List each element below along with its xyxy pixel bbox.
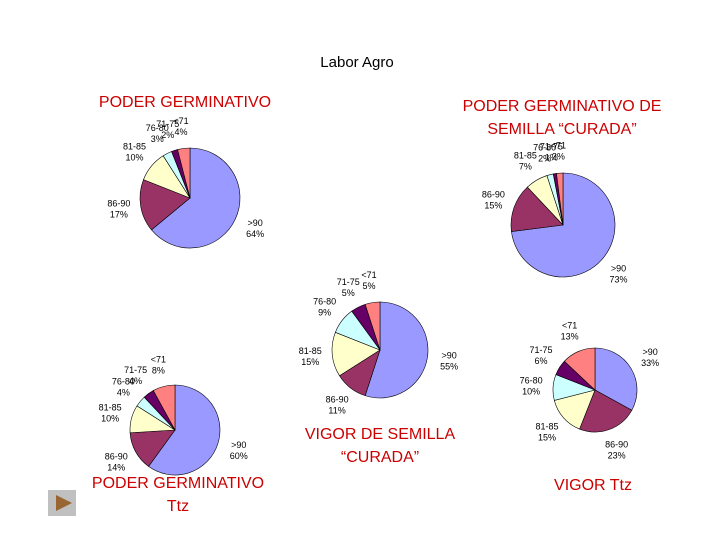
slice-category: 76-80 xyxy=(533,143,556,153)
slice-value-label: 4% xyxy=(174,127,187,137)
slice-value-label: 9% xyxy=(318,307,331,317)
slice-value-label: 8% xyxy=(152,365,165,375)
slice-category: 81-85 xyxy=(514,151,537,161)
pie-slice xyxy=(563,347,596,391)
chart-title: VIGOR DE SEMILLA xyxy=(305,426,456,443)
slice-value-label: 10% xyxy=(101,414,119,424)
slice-value-label: 4% xyxy=(117,388,130,398)
slice-value-label: 10% xyxy=(126,152,144,162)
slice-category: 71-75 xyxy=(529,345,552,355)
slice-category: 76-80 xyxy=(313,296,336,306)
pie-slice xyxy=(579,389,633,433)
slice-value-label: 1% xyxy=(545,152,558,162)
slice-value-label: 64% xyxy=(246,229,264,239)
slice-value-label: 55% xyxy=(440,361,458,371)
pie-slice xyxy=(152,384,176,431)
slice-value-label: 73% xyxy=(610,274,628,284)
slice-category: 81-85 xyxy=(99,403,122,413)
slice-value-label: 14% xyxy=(107,463,125,473)
pie-slice xyxy=(148,384,221,476)
slice-value-label: 10% xyxy=(522,386,540,396)
slice-category: >90 xyxy=(441,350,456,360)
pie-slice xyxy=(364,301,381,351)
slice-category: >90 xyxy=(611,263,626,273)
chart-title: Ttz xyxy=(167,498,189,515)
slice-value-label: 17% xyxy=(110,210,128,220)
slice-value-label: 2% xyxy=(161,130,174,140)
slice-category: >90 xyxy=(248,218,263,228)
pie-slice xyxy=(151,147,241,249)
slice-category: 81-85 xyxy=(535,422,558,432)
pie-slice xyxy=(177,147,191,199)
slice-value-label: 13% xyxy=(561,332,579,342)
slice-category: 71-75 xyxy=(156,119,179,129)
slice-value-label: 33% xyxy=(641,358,659,368)
slice-category: 86-90 xyxy=(326,395,349,405)
slice-category: 81-85 xyxy=(123,141,146,151)
slice-value-label: 11% xyxy=(328,406,345,416)
slice-category: 76-80 xyxy=(146,123,169,133)
chart-title: SEMILLA “CURADA” xyxy=(487,121,636,138)
chart-title: “CURADA” xyxy=(341,449,419,466)
slice-category: 81-85 xyxy=(299,346,322,356)
slice-category: 76-80 xyxy=(520,375,543,385)
slice-category: >90 xyxy=(231,440,246,450)
slide-title: Labor Agro xyxy=(320,54,393,71)
pie-slice xyxy=(594,347,638,411)
slice-category: <71 xyxy=(551,141,566,151)
slice-value-label: 23% xyxy=(608,451,626,461)
slice-category: <71 xyxy=(151,354,166,364)
slice-category: <71 xyxy=(361,270,376,280)
slice-value-label: 5% xyxy=(363,281,376,291)
slice-value-label: 15% xyxy=(484,200,502,210)
slice-category: <71 xyxy=(173,116,188,126)
slice-value-label: 4% xyxy=(129,376,142,386)
slice-value-label: 2% xyxy=(552,152,565,162)
slice-category: >90 xyxy=(642,347,657,357)
slice-category: 76-80 xyxy=(112,377,135,387)
slice-value-label: 15% xyxy=(538,433,556,443)
slice-category: 86-90 xyxy=(107,199,130,209)
slice-value-label: 60% xyxy=(230,451,248,461)
chart-title: PODER GERMINATIVO DE xyxy=(463,98,662,115)
slice-category: 71-75 xyxy=(124,365,147,375)
chart-title: VIGOR Ttz xyxy=(554,477,632,494)
chart-title: PODER GERMINATIVO xyxy=(92,475,264,492)
pie-slice xyxy=(139,179,191,231)
slice-category: 71-75 xyxy=(337,277,360,287)
slice-value-label: 15% xyxy=(301,357,319,367)
slice-category: 86-90 xyxy=(482,189,505,199)
slice-value-label: 6% xyxy=(534,356,547,366)
slice-value-label: 2% xyxy=(538,154,551,164)
pie-slice xyxy=(510,186,564,232)
pie-slice xyxy=(556,172,564,226)
slice-value-label: 5% xyxy=(342,288,355,298)
slice-value-label: 3% xyxy=(151,134,164,144)
slice-category: <71 xyxy=(562,321,577,331)
nav-arrow[interactable] xyxy=(56,495,72,511)
slice-category: 86-90 xyxy=(105,452,128,462)
pie-slice xyxy=(364,301,429,399)
slice-category: 71-75 xyxy=(540,141,563,151)
slice-value-label: 7% xyxy=(519,162,532,172)
slice-category: 86-90 xyxy=(605,440,628,450)
chart-title: PODER GERMINATIVO xyxy=(99,94,271,111)
